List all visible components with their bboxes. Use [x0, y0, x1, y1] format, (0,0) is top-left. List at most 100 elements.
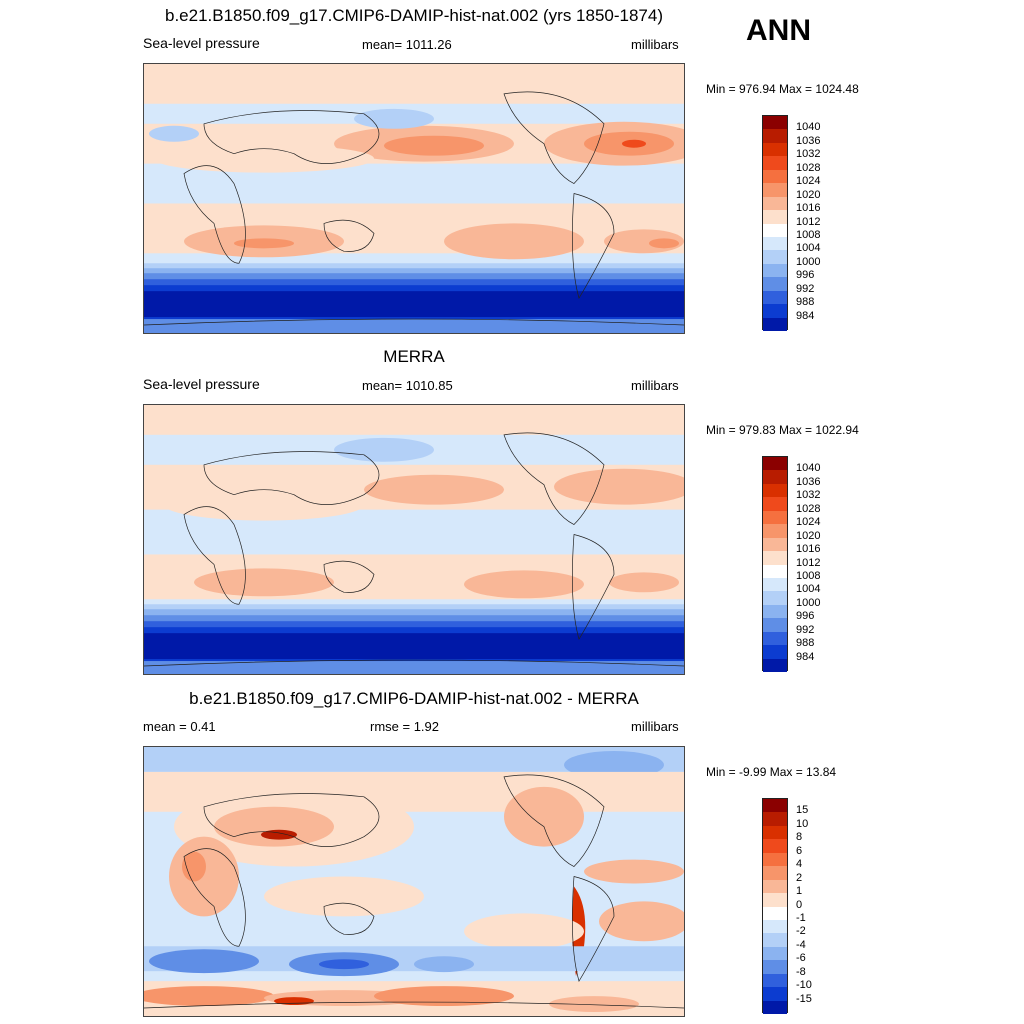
colorbar-tick-label: 1004	[796, 583, 820, 595]
colorbar-tick-label: 1004	[796, 242, 820, 254]
colorbar-tick-label: 8	[796, 831, 802, 843]
colorbar-segment	[763, 197, 787, 210]
colorbar-segment	[763, 143, 787, 156]
colorbar-segment	[763, 893, 787, 906]
panel-3-title: b.e21.B1850.f09_g17.CMIP6-DAMIP-hist-nat…	[143, 689, 685, 709]
colorbar-segment	[763, 129, 787, 142]
colorbar-segment	[763, 632, 787, 645]
colorbar-segment	[763, 497, 787, 510]
colorbar-segment	[763, 839, 787, 852]
colorbar-tick-label: 1008	[796, 229, 820, 241]
colorbar-tick-label: 1032	[796, 148, 820, 160]
colorbar-segment	[763, 183, 787, 196]
colorbar-segment	[763, 484, 787, 497]
panel-1-colorbar	[762, 115, 788, 330]
colorbar-tick-label: -2	[796, 925, 806, 937]
colorbar-tick-label: 984	[796, 651, 814, 663]
colorbar-tick-label: 988	[796, 637, 814, 649]
colorbar-segment	[763, 237, 787, 250]
panel-3-map	[143, 746, 685, 1017]
colorbar-segment	[763, 866, 787, 879]
colorbar-segment	[763, 470, 787, 483]
colorbar-segment	[763, 318, 787, 331]
colorbar-tick-label: 1020	[796, 530, 820, 542]
panel-2-map	[143, 404, 685, 675]
colorbar-tick-label: 6	[796, 845, 802, 857]
colorbar-segment	[763, 659, 787, 672]
colorbar-tick-label: 992	[796, 283, 814, 295]
colorbar-segment	[763, 591, 787, 604]
panel-2-minmax: Min = 979.83 Max = 1022.94	[706, 423, 859, 437]
colorbar-segment	[763, 605, 787, 618]
colorbar-segment	[763, 210, 787, 223]
colorbar-segment	[763, 565, 787, 578]
colorbar-tick-label: -8	[796, 966, 806, 978]
colorbar-tick-label: 1036	[796, 476, 820, 488]
colorbar-tick-label: 1036	[796, 135, 820, 147]
colorbar-tick-label: 1024	[796, 516, 820, 528]
colorbar-tick-label: -6	[796, 952, 806, 964]
colorbar-segment	[763, 933, 787, 946]
colorbar-tick-label: 4	[796, 858, 802, 870]
panel-3-rmse: rmse = 1.92	[370, 719, 439, 734]
colorbar-segment	[763, 156, 787, 169]
colorbar-tick-label: -4	[796, 939, 806, 951]
colorbar-tick-label: -1	[796, 912, 806, 924]
colorbar-segment	[763, 645, 787, 658]
colorbar-segment	[763, 1001, 787, 1014]
colorbar-segment	[763, 511, 787, 524]
colorbar-tick-label: 1020	[796, 189, 820, 201]
colorbar-tick-label: 10	[796, 818, 808, 830]
colorbar-segment	[763, 907, 787, 920]
colorbar-segment	[763, 578, 787, 591]
colorbar-segment	[763, 551, 787, 564]
panel-1-minmax: Min = 976.94 Max = 1024.48	[706, 82, 859, 96]
panel-1-variable: Sea-level pressure	[143, 35, 260, 51]
colorbar-segment	[763, 618, 787, 631]
colorbar-segment	[763, 920, 787, 933]
colorbar-tick-label: 1000	[796, 597, 820, 609]
colorbar-tick-label: 15	[796, 804, 808, 816]
colorbar-tick-label: 1016	[796, 202, 820, 214]
colorbar-segment	[763, 277, 787, 290]
colorbar-tick-label: 2	[796, 872, 802, 884]
colorbar-tick-label: 1028	[796, 503, 820, 515]
panel-3-mean: mean = 0.41	[143, 719, 216, 734]
panel-1-units: millibars	[631, 37, 679, 52]
colorbar-tick-label: 1	[796, 885, 802, 897]
colorbar-tick-label: 1012	[796, 216, 820, 228]
colorbar-tick-label: 1040	[796, 462, 820, 474]
colorbar-tick-label: 1008	[796, 570, 820, 582]
colorbar-segment	[763, 304, 787, 317]
colorbar-segment	[763, 987, 787, 1000]
colorbar-segment	[763, 538, 787, 551]
colorbar-segment	[763, 524, 787, 537]
colorbar-segment	[763, 250, 787, 263]
colorbar-tick-label: -15	[796, 993, 812, 1005]
panel-2-mean: mean= 1010.85	[362, 378, 453, 393]
season-label: ANN	[746, 14, 811, 48]
colorbar-tick-label: 1032	[796, 489, 820, 501]
colorbar-segment	[763, 170, 787, 183]
colorbar-tick-label: 0	[796, 899, 802, 911]
panel-1-map	[143, 63, 685, 334]
colorbar-tick-label: 984	[796, 310, 814, 322]
colorbar-tick-label: 1024	[796, 175, 820, 187]
colorbar-segment	[763, 264, 787, 277]
colorbar-tick-label: 1016	[796, 543, 820, 555]
panel-2-units: millibars	[631, 378, 679, 393]
colorbar-tick-label: 1028	[796, 162, 820, 174]
colorbar-segment	[763, 457, 787, 470]
colorbar-segment	[763, 826, 787, 839]
colorbar-segment	[763, 853, 787, 866]
colorbar-tick-label: 988	[796, 296, 814, 308]
panel-2-title: MERRA	[143, 347, 685, 367]
colorbar-tick-label: 996	[796, 269, 814, 281]
panel-3-minmax: Min = -9.99 Max = 13.84	[706, 765, 836, 779]
colorbar-tick-label: 992	[796, 624, 814, 636]
panel-2-colorbar	[762, 456, 788, 671]
colorbar-tick-label: 1012	[796, 557, 820, 569]
colorbar-segment	[763, 224, 787, 237]
colorbar-segment	[763, 799, 787, 812]
colorbar-segment	[763, 960, 787, 973]
